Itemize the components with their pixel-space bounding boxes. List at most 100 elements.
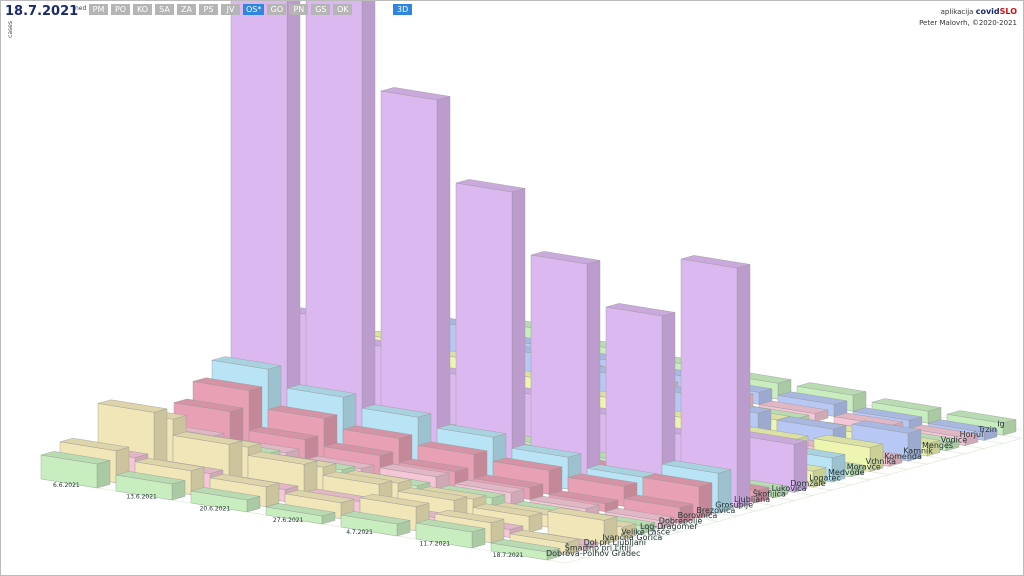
bar-top [248, 426, 319, 440]
bar [605, 303, 676, 497]
bar [737, 431, 808, 493]
bar [455, 179, 526, 473]
bar-top [946, 410, 1017, 424]
region-button[interactable]: GS [311, 4, 331, 15]
bar-top [340, 511, 411, 525]
bar [415, 519, 486, 549]
bar-top [758, 400, 829, 414]
date-label: 13.6.2021 [126, 494, 157, 501]
region-button[interactable]: PS [199, 4, 218, 15]
bar-side [96, 460, 111, 489]
bar-side [286, 1, 301, 437]
municipality-label: Kamnik [903, 446, 933, 455]
bar-top [813, 434, 884, 448]
bar-top [605, 303, 676, 317]
municipality-label: Velike Lašče [621, 526, 670, 536]
municipality-label: Dobrepolje [659, 517, 703, 526]
bar-top [380, 87, 451, 101]
bar [265, 503, 336, 525]
bar-top [777, 391, 848, 405]
weekday: ned [75, 5, 87, 12]
region-button[interactable]: SA [155, 4, 174, 15]
bar [490, 539, 561, 561]
region-button[interactable]: PM [89, 4, 108, 15]
bar-side [548, 466, 563, 495]
bar-top [511, 444, 582, 458]
region-button[interactable]: OS* [243, 4, 265, 15]
bar-top [908, 424, 979, 438]
municipality-label: Škofljica [753, 488, 786, 499]
bar [230, 1, 301, 437]
municipality-label: Borovnica [678, 511, 718, 520]
bar-top [398, 458, 469, 472]
bar-top [323, 442, 394, 456]
municipality-label: Šmartno pri Litiji [565, 542, 631, 553]
bar-top [359, 493, 430, 508]
region-button[interactable]: JV [221, 4, 240, 15]
bar-top [434, 509, 505, 524]
bar-top [871, 398, 942, 412]
date-label: 4.7.2021 [346, 529, 373, 536]
bar-top [134, 457, 205, 472]
app-name-accent: SLO [999, 7, 1017, 16]
bar-top [40, 451, 111, 465]
bar-top [852, 407, 923, 421]
region-button[interactable]: PO [111, 4, 130, 15]
bar [305, 1, 376, 449]
bar-side [265, 482, 280, 508]
bar-top [454, 479, 525, 494]
bar-top [190, 487, 261, 501]
municipality-label: Ivančna Gorica [602, 532, 662, 542]
region-button[interactable]: PN [289, 4, 309, 15]
date-label: 27.6.2021 [273, 517, 304, 524]
municipality-label: Domžale [790, 479, 825, 488]
municipality-label: Ljubljana [734, 495, 770, 504]
bar-top [211, 356, 282, 370]
municipality-label: Vrhnika [866, 457, 896, 466]
bar-top [927, 419, 998, 433]
axis-label: cases [7, 21, 14, 38]
bar-top [490, 539, 561, 553]
bar-top [265, 503, 336, 517]
bar-side [436, 96, 451, 461]
municipality-label: Ig [997, 419, 1004, 428]
date-label: 18.7.2021 [493, 552, 524, 559]
date-label: 20.6.2021 [200, 505, 231, 512]
bar-top [547, 507, 618, 521]
bar-top [115, 471, 186, 485]
mode-button[interactable]: 3D [393, 4, 413, 15]
bar-top [361, 404, 432, 418]
region-button[interactable]: ZA [177, 4, 196, 15]
bar [190, 487, 261, 513]
bar-top [680, 255, 751, 269]
bar-top [209, 473, 280, 488]
region-button[interactable]: GO [267, 4, 287, 15]
bar-side [586, 260, 601, 485]
bar-top [530, 251, 601, 265]
region-button[interactable]: OK [333, 4, 353, 15]
bar-front [305, 1, 363, 449]
municipality-label: Logatec [809, 473, 841, 482]
bar-side [736, 264, 751, 509]
date-label: 6.6.2021 [53, 482, 80, 489]
bar [115, 471, 186, 501]
bar-top [642, 473, 713, 487]
bar-top [436, 424, 507, 438]
bar [40, 451, 111, 489]
bar-top [267, 405, 338, 419]
bar [680, 255, 751, 509]
bar [340, 511, 411, 537]
bar-front [380, 90, 438, 461]
region-button[interactable]: KO [133, 4, 152, 15]
municipality-label: Trzin [977, 425, 997, 434]
municipality-label: Horjul [960, 430, 984, 439]
municipality-label: Vodice [941, 436, 967, 445]
bar-top [492, 457, 563, 471]
bar-top [379, 463, 450, 478]
bar-top [851, 420, 922, 434]
app-prefix: aplikacija [940, 8, 974, 16]
bar-top [455, 179, 526, 193]
bar-top [604, 507, 675, 522]
bar-top [192, 377, 263, 391]
